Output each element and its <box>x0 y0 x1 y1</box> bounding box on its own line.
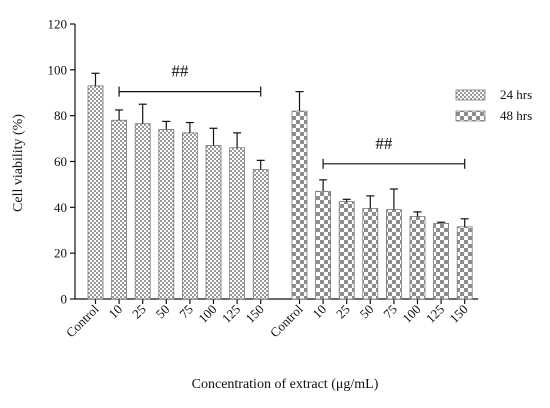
x-tick-label: 10 <box>309 302 329 322</box>
x-tick-label: 100 <box>195 302 219 326</box>
legend-swatch <box>455 110 486 122</box>
significance-mark: ## <box>171 62 189 81</box>
bar <box>111 119 127 300</box>
legend-label: 48 hrs <box>500 108 532 123</box>
legend-swatch <box>455 89 486 101</box>
bar <box>338 201 355 300</box>
x-tick-label: 25 <box>333 302 353 322</box>
bar <box>205 145 222 300</box>
x-tick-label: 125 <box>423 302 447 326</box>
bar <box>291 110 308 300</box>
y-axis-label: Cell viability (%) <box>11 114 26 212</box>
y-tick-label: 20 <box>54 246 67 261</box>
y-tick-label: 0 <box>61 292 68 307</box>
x-tick-label: 25 <box>129 302 149 322</box>
bar <box>456 226 473 300</box>
bar <box>385 209 402 300</box>
bar <box>158 129 175 300</box>
bars-group <box>87 72 473 300</box>
x-tick-label: 125 <box>219 302 243 326</box>
x-tick-label: 10 <box>105 302 125 322</box>
y-tick-label: 60 <box>54 154 67 169</box>
x-tick-label: 150 <box>242 302 266 326</box>
legend: 24 hrs 48 hrs <box>455 87 532 123</box>
y-tick-label: 120 <box>48 17 68 32</box>
bar <box>252 169 269 300</box>
y-tick-label: 40 <box>54 200 67 215</box>
bar <box>134 123 151 300</box>
x-tick-label: Control <box>267 301 306 340</box>
y-tick-label: 100 <box>48 62 68 77</box>
bar <box>181 132 198 300</box>
x-tick-label: 75 <box>380 302 400 322</box>
x-tick-label: 50 <box>357 302 377 322</box>
x-tick-label: 100 <box>399 302 423 326</box>
x-tick-label: 50 <box>153 302 173 322</box>
annotations-group: ## ## <box>118 62 466 169</box>
x-tick-label: 150 <box>446 302 470 326</box>
x-tick-label: 75 <box>176 302 196 322</box>
bar <box>362 208 379 300</box>
x-tick-label: Control <box>63 301 102 340</box>
significance-mark: ## <box>375 134 393 153</box>
bar <box>315 190 332 300</box>
bar <box>433 222 450 300</box>
bar <box>409 216 426 300</box>
bar <box>87 85 104 300</box>
y-tick-label: 80 <box>54 108 67 123</box>
bar <box>229 147 246 300</box>
x-axis-label: Concentration of extract (μg/mL) <box>192 377 379 392</box>
legend-label: 24 hrs <box>500 87 532 102</box>
